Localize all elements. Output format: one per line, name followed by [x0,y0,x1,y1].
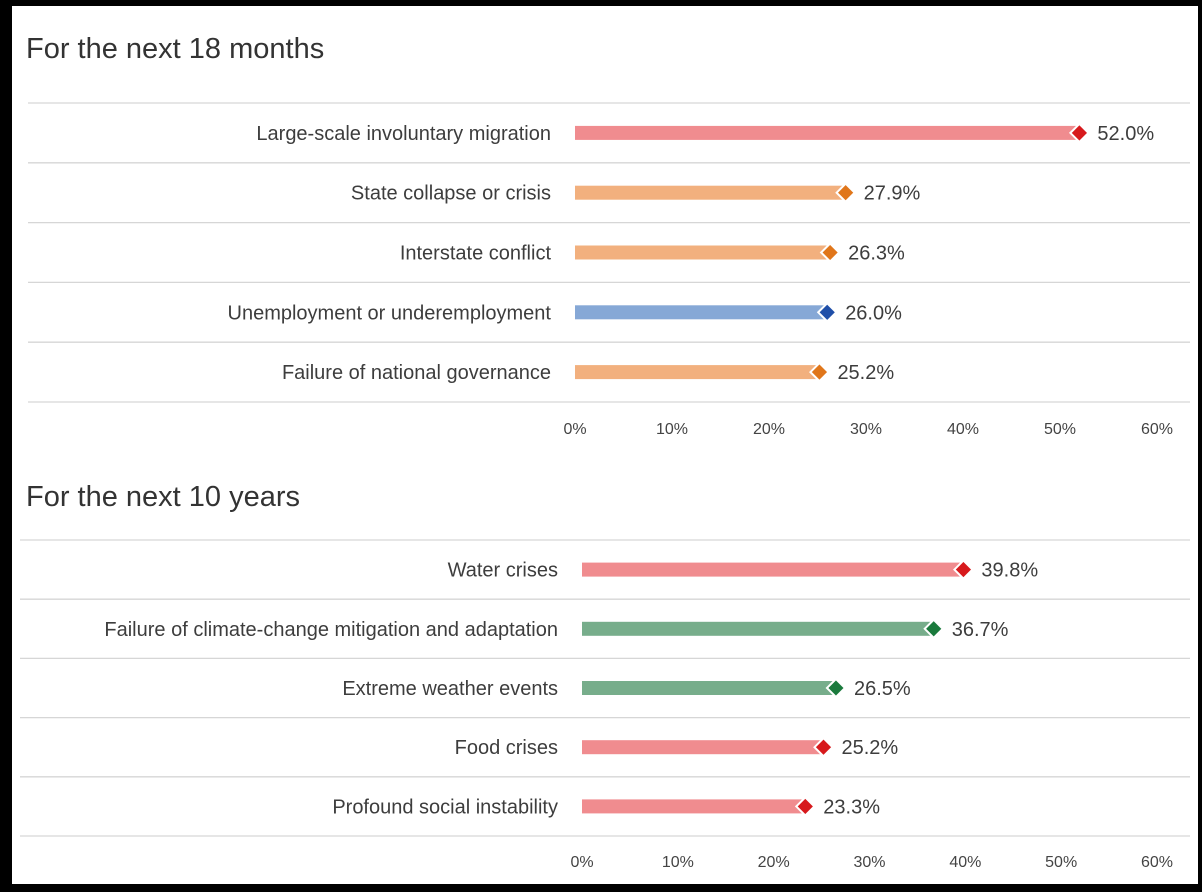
value-marker [953,559,974,581]
x-tick-label: 0% [570,854,593,871]
chart-title-1: For the next 10 years [26,481,300,513]
x-tick-label: 10% [662,854,694,871]
value-label: 23.3% [823,796,880,818]
x-tick-label: 20% [758,854,790,871]
value-label: 39.8% [981,560,1038,582]
x-tick-label: 40% [949,854,981,871]
x-tick-label: 50% [1045,854,1077,871]
category-label: Failure of climate-change mitigation and… [104,619,558,641]
bar [575,365,820,380]
category-label: Large-scale involuntary migration [256,123,551,145]
x-tick-label: 30% [853,854,885,871]
bar [575,305,828,320]
bar [582,740,824,755]
value-marker [819,242,841,263]
category-label: Profound social instability [332,796,558,818]
x-tick-label: 20% [753,421,785,438]
category-label: State collapse or crisis [351,183,551,205]
category-label: Food crises [455,737,558,759]
value-label: 25.2% [842,737,899,759]
bar [575,245,831,260]
value-label: 26.0% [845,302,902,324]
value-marker [813,736,834,758]
value-marker [816,301,838,323]
x-tick-label: 40% [947,421,979,438]
x-tick-label: 60% [1141,421,1173,438]
category-label: Interstate conflict [400,243,552,265]
bar [582,681,836,695]
value-marker [809,361,830,383]
bar [582,621,934,636]
value-label: 26.5% [854,678,911,700]
value-label: 26.3% [848,243,905,265]
value-marker [794,795,816,817]
category-label: Extreme weather events [342,678,558,700]
bar [582,799,806,814]
value-marker [825,677,847,699]
bar [575,125,1080,140]
value-label: 52.0% [1097,123,1154,145]
value-label: 27.9% [864,183,921,205]
value-label: 25.2% [837,362,894,384]
x-tick-label: 30% [850,421,882,438]
value-marker [835,182,857,204]
x-tick-label: 60% [1141,854,1173,871]
x-tick-label: 10% [656,421,688,438]
category-label: Water crises [448,560,558,582]
x-tick-label: 50% [1044,421,1076,438]
category-label: Unemployment or underemployment [228,302,552,324]
category-label: Failure of national governance [282,362,551,384]
value-marker [1068,122,1090,144]
bar [582,562,964,577]
bar [575,185,846,200]
chart-title-0: For the next 18 months [26,33,324,65]
value-marker [923,618,945,640]
value-label: 36.7% [952,619,1009,641]
x-tick-label: 0% [563,421,586,438]
